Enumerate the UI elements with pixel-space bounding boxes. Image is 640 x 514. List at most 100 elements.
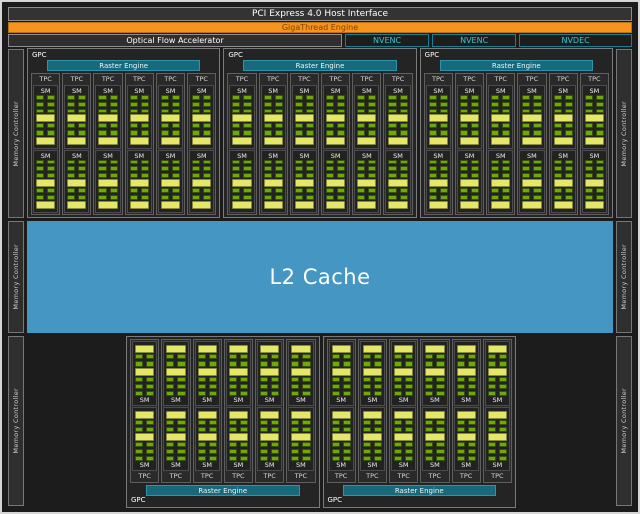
core-grid <box>260 377 279 396</box>
core-cell <box>343 377 351 382</box>
sm-label: SM <box>130 152 149 160</box>
cache-bar <box>457 345 476 353</box>
core-cell <box>491 102 499 107</box>
tpc-label: TPC <box>454 472 479 481</box>
sm-label: SM <box>332 461 351 469</box>
core-cell <box>166 427 174 432</box>
cache-bar <box>357 137 376 145</box>
core-cell <box>468 361 476 366</box>
core-cell <box>440 102 448 107</box>
cache-bar <box>491 201 510 209</box>
core-cell <box>368 195 376 200</box>
memory-controller-label: Memory Controller <box>12 101 20 167</box>
core-cell <box>141 173 149 178</box>
cache-bar <box>326 201 345 209</box>
core-cell <box>172 95 180 100</box>
core-cell <box>440 173 448 178</box>
core-cell <box>260 384 268 389</box>
sm-label: SM <box>229 461 248 469</box>
core-cell <box>405 377 413 382</box>
core-cell <box>425 354 433 359</box>
core-cell <box>271 442 279 447</box>
core-cell <box>436 384 444 389</box>
core-cell <box>460 173 468 178</box>
core-cell <box>565 130 573 135</box>
memory-controllers-left: Memory Controller Memory Controller Memo… <box>8 49 24 506</box>
core-cell <box>488 420 496 425</box>
core-grid <box>326 160 345 178</box>
core-cell <box>440 188 448 193</box>
cache-bar <box>363 345 382 353</box>
sm-unit: SM <box>360 341 385 406</box>
sm-unit: SM <box>229 85 254 149</box>
tpc-label: TPC <box>485 472 510 481</box>
cache-bar <box>161 114 180 122</box>
core-cell <box>192 160 200 165</box>
cache-bar <box>363 411 382 419</box>
core-grid <box>491 188 510 200</box>
core-cell <box>130 95 138 100</box>
core-cell <box>374 427 382 432</box>
core-cell <box>192 188 200 193</box>
core-grid <box>161 160 180 178</box>
core-cell <box>357 195 365 200</box>
cache-bar <box>394 345 413 353</box>
core-cell <box>491 188 499 193</box>
core-cell <box>394 377 402 382</box>
core-grid <box>585 160 604 178</box>
sm-label: SM <box>229 396 248 404</box>
nvenc-block: NVENC <box>432 34 516 47</box>
cache-bar <box>585 179 604 187</box>
core-cell <box>67 188 75 193</box>
core-grid <box>291 442 310 461</box>
core-grid <box>394 420 413 433</box>
cache-bar <box>332 368 351 376</box>
cache-bar <box>36 179 55 187</box>
core-grid <box>554 123 573 135</box>
core-cell <box>596 173 604 178</box>
memory-controller-block: Memory Controller <box>616 49 632 218</box>
core-cell <box>502 195 510 200</box>
cache-bar <box>166 368 185 376</box>
core-cell <box>554 109 562 114</box>
core-cell <box>429 160 437 165</box>
core-cell <box>161 195 169 200</box>
core-cell <box>78 95 86 100</box>
sm-label: SM <box>388 87 407 95</box>
core-grid <box>357 123 376 135</box>
core-cell <box>596 130 604 135</box>
cache-bar <box>388 179 407 187</box>
core-cell <box>332 420 340 425</box>
core-cell <box>302 361 310 366</box>
core-cell <box>229 361 237 366</box>
core-cell <box>98 102 106 107</box>
tpc-column: TPCSMSM <box>227 73 256 215</box>
core-cell <box>271 361 279 366</box>
core-grid <box>457 354 476 367</box>
core-cell <box>460 166 468 171</box>
core-cell <box>388 123 396 128</box>
tpc-label: TPC <box>391 472 416 481</box>
cache-bar <box>229 345 248 353</box>
sm-label: SM <box>332 396 351 404</box>
core-cell <box>388 188 396 193</box>
tpc-column: TPCSMSM <box>193 339 222 483</box>
sm-label: SM <box>232 152 251 160</box>
cache-bar <box>130 201 149 209</box>
sm-label: SM <box>260 461 279 469</box>
memory-controller-block: Memory Controller <box>8 221 24 333</box>
cache-bar <box>135 433 154 441</box>
core-cell <box>291 427 299 432</box>
core-cell <box>130 130 138 135</box>
tpc-label: TPC <box>422 472 447 481</box>
core-cell <box>243 123 251 128</box>
sm-label: SM <box>357 152 376 160</box>
core-cell <box>440 109 448 114</box>
core-cell <box>405 384 413 389</box>
core-cell <box>47 188 55 193</box>
cache-bar <box>192 137 211 145</box>
core-cell <box>172 102 180 107</box>
core-cell <box>232 173 240 178</box>
core-cell <box>522 195 530 200</box>
core-cell <box>209 427 217 432</box>
